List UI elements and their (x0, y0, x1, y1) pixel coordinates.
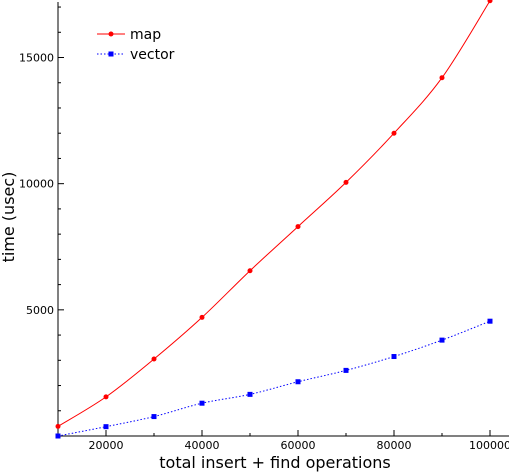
series-map (55, 0, 493, 429)
axes: 20000 40000 60000 80000 100000 5000 10000 1500… (19, 2, 509, 452)
data-point-vector (199, 400, 205, 406)
x-tick-label: 20000 (89, 439, 124, 452)
x-tick-label: 40000 (185, 439, 220, 452)
data-point-map (247, 268, 253, 274)
legend-swatch-marker (108, 31, 114, 37)
x-tick-label: 100000 (469, 439, 509, 452)
legend: map vector (97, 27, 175, 63)
data-point-map (151, 356, 157, 362)
series-line-vector (57, 320, 491, 437)
data-point-map (439, 75, 445, 81)
legend-swatch-marker (108, 51, 114, 57)
data-point-map (487, 0, 493, 4)
data-point-vector (343, 367, 349, 373)
legend-item-map: map (97, 27, 161, 43)
data-point-map (391, 130, 397, 136)
legend-label: vector (130, 47, 175, 63)
data-point-vector (487, 318, 493, 324)
data-point-map (295, 224, 301, 230)
legend-item-vector: vector (97, 47, 175, 63)
y-tick-label: 15000 (19, 52, 54, 65)
series-layer (55, 0, 493, 439)
y-ticks: 5000 10000 15000 (19, 6, 64, 412)
data-point-map (55, 423, 61, 429)
data-point-map (343, 179, 349, 185)
x-tick-label: 80000 (377, 439, 412, 452)
x-tick-label: 60000 (281, 439, 316, 452)
data-point-vector (55, 433, 61, 439)
legend-label: map (130, 27, 161, 43)
y-axis-label: time (usec) (0, 172, 18, 263)
data-point-map (103, 394, 109, 400)
data-point-vector (295, 379, 301, 385)
data-point-vector (247, 391, 253, 397)
data-point-vector (439, 337, 445, 343)
data-point-vector (151, 414, 157, 420)
y-tick-label: 5000 (26, 304, 54, 317)
series-vector (55, 318, 493, 439)
series-line-map (57, 0, 491, 427)
data-point-vector (391, 354, 397, 360)
x-axis-label: total insert + find operations (159, 453, 390, 472)
x-ticks: 20000 40000 60000 80000 100000 (57, 430, 509, 452)
y-tick-label: 10000 (19, 178, 54, 191)
data-point-vector (103, 424, 109, 430)
data-point-map (199, 314, 205, 320)
